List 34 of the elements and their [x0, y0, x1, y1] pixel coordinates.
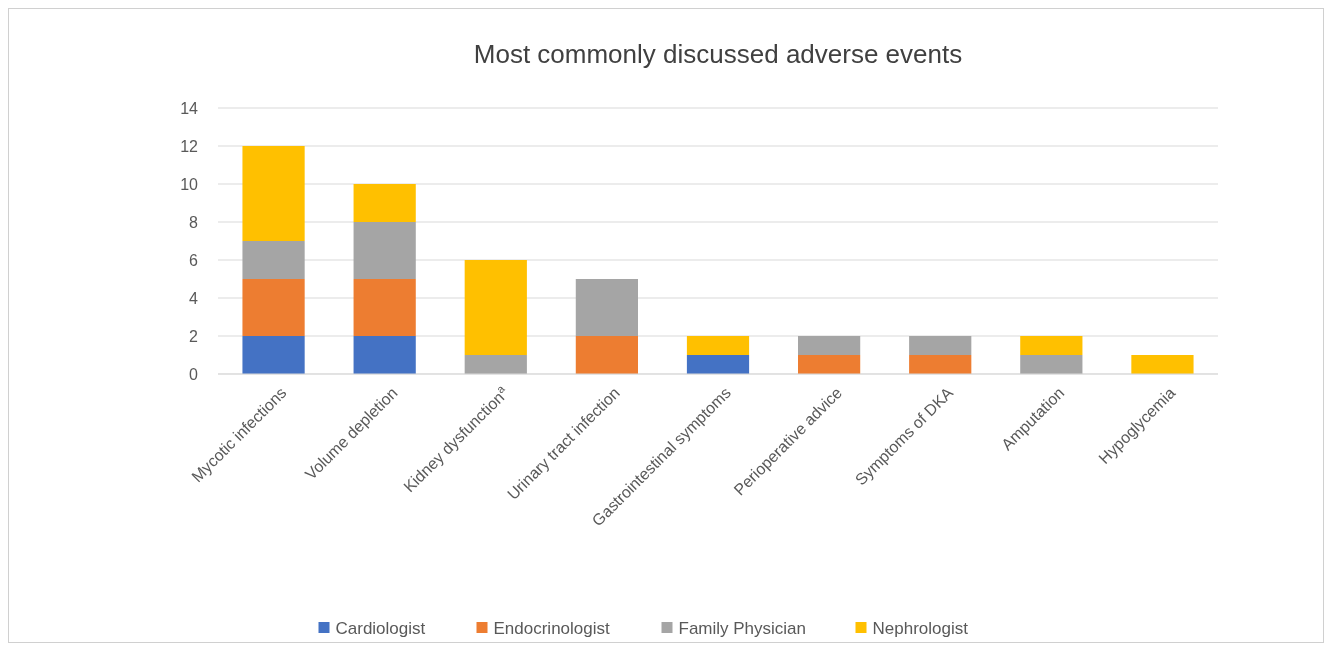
y-tick-label: 0 — [189, 365, 199, 383]
y-tick-label: 14 — [180, 99, 199, 117]
bar — [575, 279, 638, 336]
bar — [353, 279, 416, 336]
y-tick-label: 4 — [189, 289, 199, 307]
bar — [464, 260, 527, 355]
legend-label: Cardiologist — [335, 618, 426, 638]
bar — [686, 355, 750, 374]
y-tick-label: 8 — [189, 213, 199, 231]
bar — [1131, 355, 1194, 374]
bar — [575, 336, 638, 374]
y-tick-label: 12 — [180, 137, 199, 155]
chart-title: Most commonly discussed adverse events — [473, 39, 963, 69]
bar — [242, 279, 305, 336]
bar — [1020, 336, 1083, 355]
bar — [798, 336, 861, 355]
legend-label: Nephrologist — [872, 618, 969, 638]
legend-label: Family Physician — [678, 618, 807, 638]
bar — [909, 355, 972, 374]
bar — [686, 336, 750, 355]
bar — [353, 222, 416, 279]
bar — [798, 355, 861, 374]
bar — [909, 336, 972, 355]
bar — [242, 336, 305, 374]
bar — [242, 146, 305, 241]
bar — [464, 355, 527, 374]
bar — [242, 241, 305, 279]
bar — [1020, 355, 1083, 374]
y-tick-label: 6 — [189, 251, 199, 269]
bar — [353, 336, 416, 374]
y-tick-label: 2 — [189, 327, 199, 345]
legend-label: Endocrinologist — [493, 618, 611, 638]
y-tick-label: 10 — [180, 175, 199, 193]
bar — [353, 184, 416, 222]
